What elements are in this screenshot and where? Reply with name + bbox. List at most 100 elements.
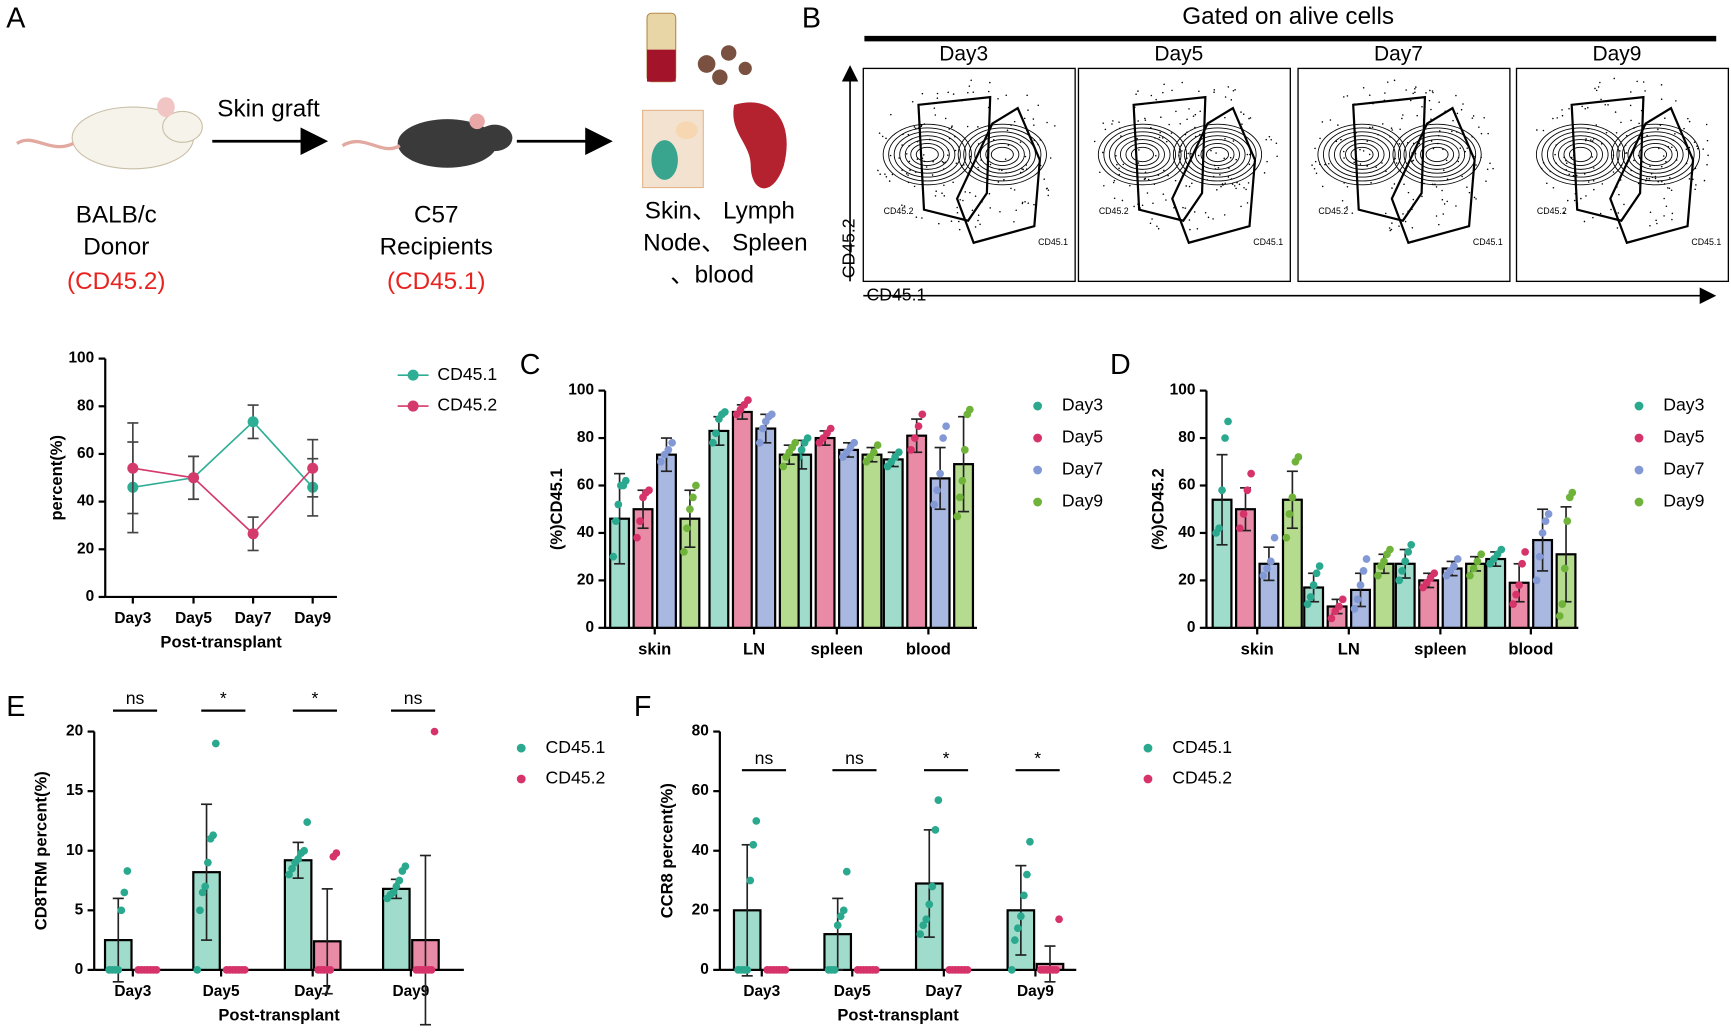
event-dot (1037, 104, 1040, 107)
panel-label: C (520, 349, 541, 381)
bar (1485, 557, 1507, 629)
event-dot (877, 169, 879, 172)
event-dot (1468, 191, 1471, 194)
event-dot (1441, 198, 1444, 201)
event-dot (1186, 118, 1188, 121)
event-dot (1402, 114, 1404, 116)
event-dot (1157, 227, 1160, 230)
contour (1328, 131, 1396, 178)
event-dot (1696, 145, 1698, 147)
legend-label: Day5 (1663, 427, 1704, 447)
event-dot (1199, 110, 1201, 113)
event-dot (1165, 140, 1168, 143)
data-point (830, 966, 839, 974)
event-dot (956, 206, 958, 209)
event-dot (1021, 168, 1023, 170)
data-point (712, 429, 720, 438)
event-dot (1013, 120, 1016, 123)
legend-marker (407, 369, 419, 381)
event-dot (951, 125, 953, 127)
bar (906, 434, 928, 629)
bar (838, 448, 860, 629)
event-dot (1402, 213, 1404, 215)
event-dot (1404, 220, 1407, 223)
significance-label: * (1034, 748, 1041, 768)
event-dot (1688, 120, 1691, 123)
data-point (869, 448, 878, 457)
contour (1541, 127, 1620, 182)
recipient-name: C57 (414, 202, 459, 229)
event-dot (1391, 222, 1393, 224)
event-dot (958, 220, 960, 223)
event-dot (1366, 165, 1368, 167)
event-dot (898, 157, 900, 159)
event-dot (1462, 103, 1464, 105)
event-dot (1342, 150, 1345, 153)
event-dot (1480, 132, 1483, 135)
x-tick-label: Day7 (294, 983, 331, 1000)
data-point (1282, 533, 1291, 542)
significance-label: * (943, 748, 950, 768)
data-point (1023, 870, 1031, 879)
event-dot (1663, 215, 1665, 217)
event-dot (1466, 186, 1468, 188)
contour (957, 123, 1047, 186)
event-dot (1032, 118, 1035, 120)
event-dot (1475, 164, 1477, 166)
event-dot (934, 114, 937, 116)
event-dot (1414, 91, 1416, 94)
donor-mouse (16, 97, 203, 170)
legend-marker (516, 743, 526, 753)
event-dot (1217, 167, 1220, 169)
event-dot (989, 163, 992, 166)
series-line (132, 467, 314, 535)
data-point (803, 434, 812, 442)
data-point (1215, 524, 1223, 533)
event-dot (969, 191, 971, 194)
contour (985, 143, 1020, 166)
data-point (842, 867, 851, 876)
event-dot (1592, 179, 1595, 182)
event-dot (1184, 207, 1187, 209)
data-point (965, 405, 974, 414)
data-point (1407, 540, 1416, 549)
y-tick-label: 60 (1178, 477, 1195, 494)
event-dot (1138, 149, 1140, 151)
event-dot (1438, 223, 1440, 226)
event-dot (1654, 177, 1657, 180)
event-dot (1601, 183, 1604, 185)
point (307, 462, 319, 474)
data-point (294, 855, 302, 863)
contour (1621, 131, 1690, 178)
data-point (744, 396, 752, 404)
data-point (1020, 891, 1028, 900)
event-dot (921, 92, 924, 95)
event-dot (1235, 158, 1237, 161)
event-dot (1319, 137, 1321, 140)
event-dot (905, 172, 908, 175)
event-dot (1321, 121, 1324, 123)
event-dot (1198, 90, 1200, 93)
data-point (916, 930, 925, 939)
data-point (300, 846, 309, 855)
event-dot (1565, 162, 1568, 164)
contour (1627, 135, 1684, 174)
gate (917, 95, 992, 222)
event-dot (1013, 220, 1015, 223)
event-dot (1430, 140, 1433, 142)
gate (1390, 106, 1476, 245)
event-dot (935, 190, 937, 192)
contour (1108, 131, 1176, 178)
event-dot (1664, 117, 1666, 119)
panel-label: E (6, 691, 25, 723)
contour (1546, 131, 1615, 178)
data-point (1327, 614, 1336, 623)
data-point (1294, 453, 1303, 461)
event-dot (936, 92, 939, 95)
event-dot (1192, 115, 1195, 117)
event-dot (1489, 162, 1491, 165)
y-tick-label: 80 (77, 397, 94, 414)
data-point (1007, 966, 1016, 974)
event-dot (1047, 189, 1050, 191)
